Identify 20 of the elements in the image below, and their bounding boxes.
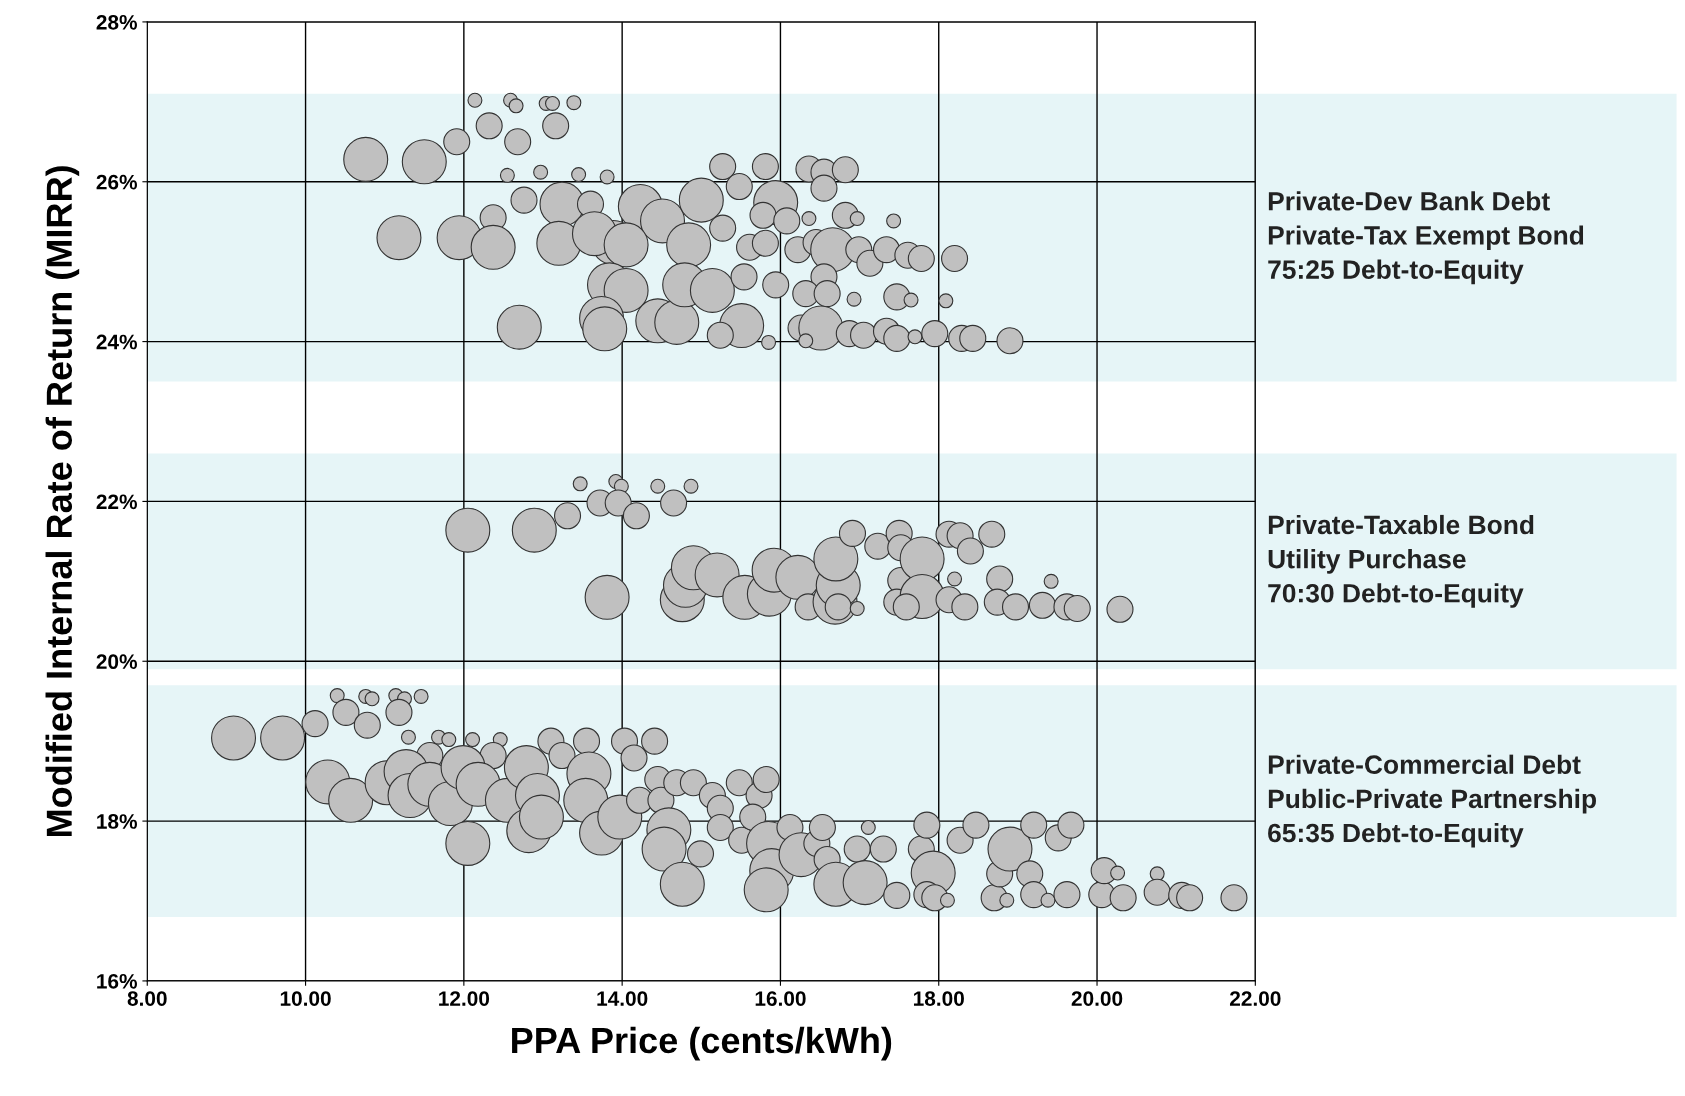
x-tick-label: 12.00 [439,991,490,1006]
y-tick-label: 24% [96,334,137,350]
x-tick-label: 20.00 [1071,991,1123,1006]
y-tick-label: 26% [96,174,137,190]
x-tick-label: 14.00 [597,991,648,1006]
y-tick-label: 22% [96,494,137,510]
band-label: Private-Commercial Debt Public-Private Partnership 65:35 Debt-to-Equity [1268,754,1596,848]
y-axis-title: Modified Internal Rate of Return (MIRR) [45,166,80,837]
x-tick-label: 18.00 [913,991,964,1006]
band-label: Private-Dev Bank Debt Private-Tax Exempt Bond 75:25 Debt-to-Equity [1268,191,1584,285]
y-tick-label: 28% [96,14,137,30]
x-axis-title: PPA Price (cents/kWh) [512,1026,892,1061]
x-tick-label: 22.00 [1229,991,1281,1006]
x-tick-label: 8.00 [127,991,167,1006]
x-tick-label: 16.00 [755,991,806,1006]
band-label: Private-Taxable Bond Utility Purchase 70:30 Debt-to-Equity [1268,514,1534,608]
y-tick-label: 18% [97,814,137,829]
y-tick-label: 16% [97,973,137,989]
x-tick-label: 10.00 [280,991,331,1006]
y-tick-label: 20% [96,654,137,670]
